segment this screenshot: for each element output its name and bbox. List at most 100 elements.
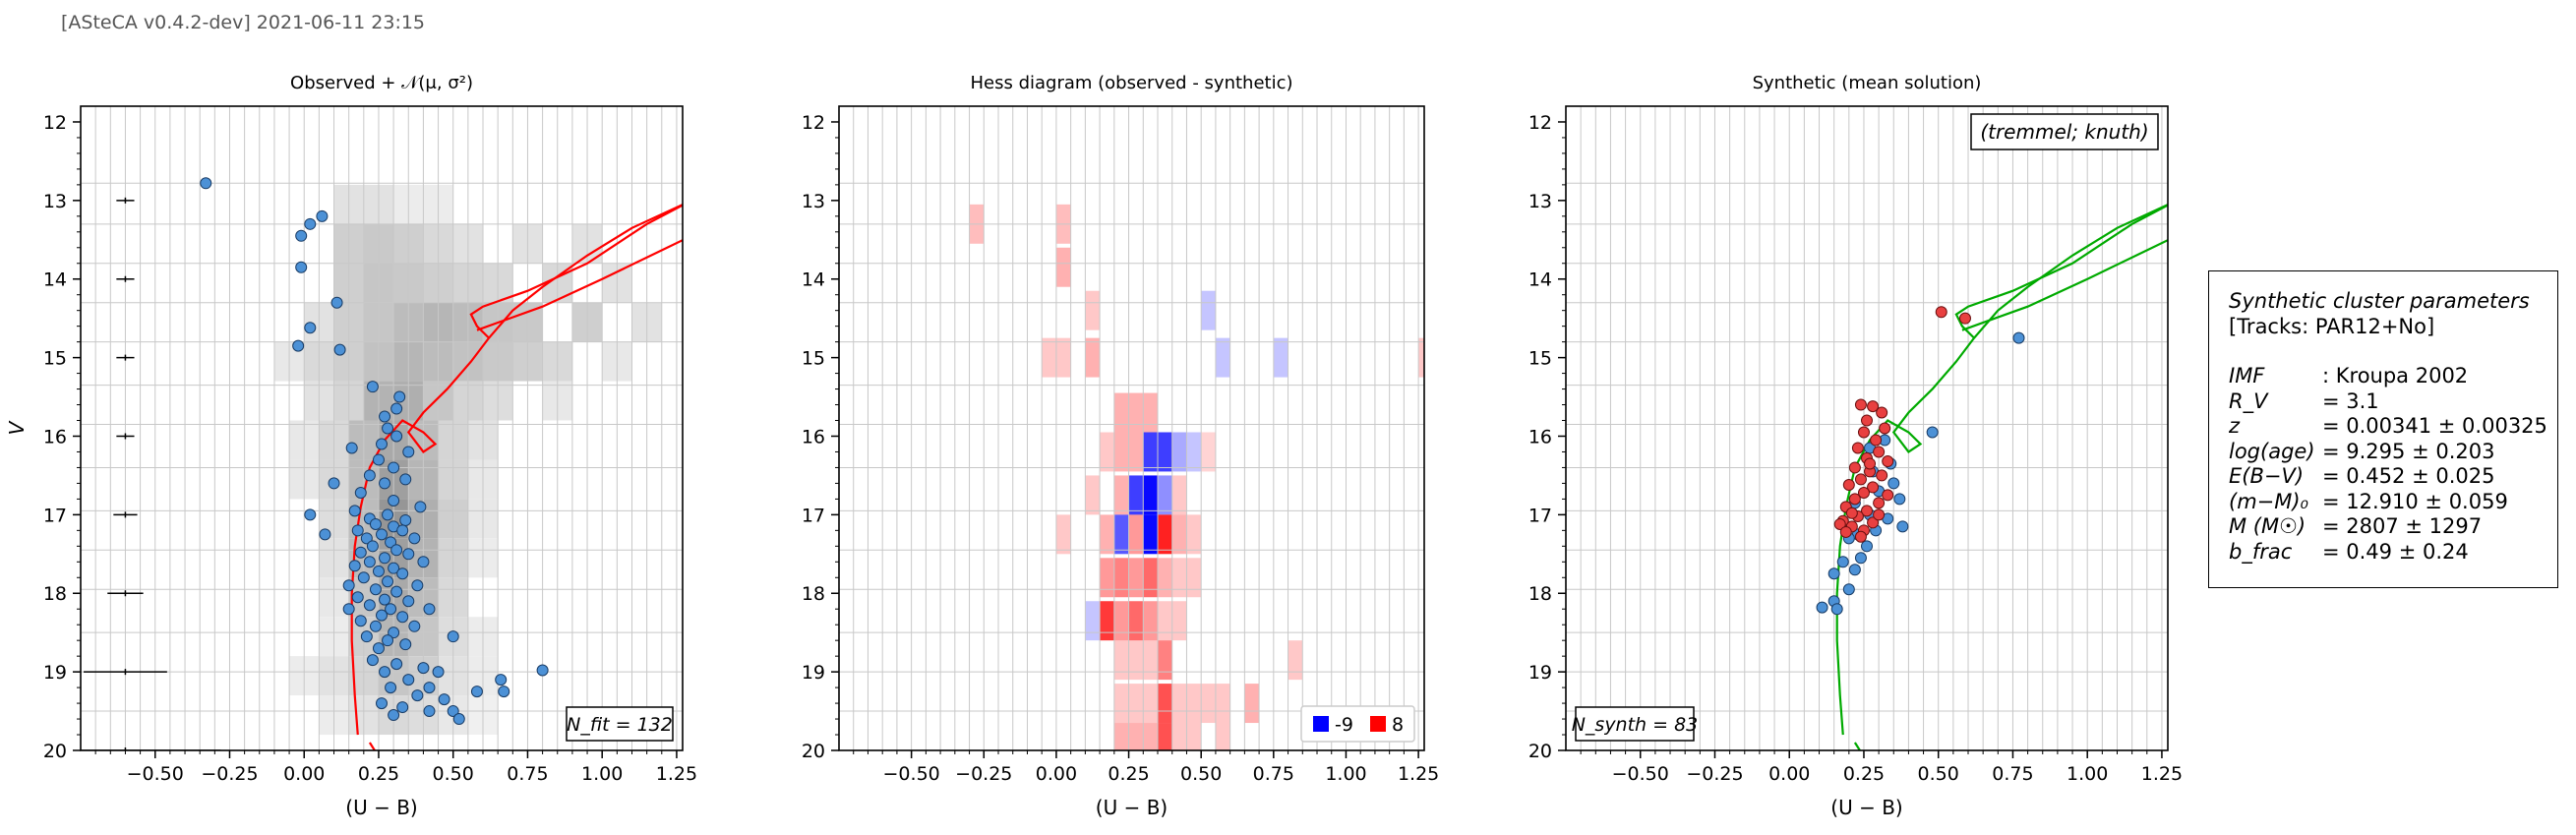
synthetic-binary-point (1861, 505, 1873, 517)
data-point (382, 508, 394, 521)
x-tick-label: 1.00 (581, 763, 623, 785)
param-key: b_frac (2229, 539, 2293, 564)
synthetic-binary-point (1861, 414, 1873, 427)
hess-cell (1186, 558, 1202, 598)
x-tick-label: 0.50 (433, 763, 474, 785)
data-point (390, 658, 403, 671)
data-point (390, 402, 403, 415)
data-point (399, 473, 412, 486)
annotation-box (566, 706, 674, 742)
data-point (319, 528, 331, 541)
synthetic-binary-point (1848, 493, 1861, 506)
x-tick-label: −0.50 (127, 763, 184, 785)
param-row: E(B−V) = 0.452 ± 0.025 (2229, 464, 2557, 490)
param-row: (m−M)₀ = 12.910 ± 0.059 (2229, 490, 2557, 515)
param-value: = 9.295 ± 0.203 (2322, 439, 2495, 463)
hess-cell (1201, 432, 1216, 472)
isochrone-line (1835, 203, 2168, 736)
synthetic-binary-point (1867, 481, 1880, 494)
x-tick-label: 0.25 (1108, 763, 1149, 785)
data-point (452, 713, 465, 726)
data-point (354, 546, 367, 559)
param-value: = 2807 ± 1297 (2322, 514, 2483, 538)
x-tick-label: 1.00 (2067, 763, 2108, 785)
y-tick-label: 20 (1528, 741, 1552, 762)
hess-cell (1171, 684, 1187, 724)
data-point (411, 689, 424, 702)
y-tick-label: 17 (1528, 505, 1552, 526)
legend-swatch (1313, 716, 1329, 732)
data-point (399, 513, 412, 526)
y-tick-label: 20 (802, 741, 825, 762)
data-point (388, 626, 400, 639)
x-tick-label: 0.75 (1253, 763, 1294, 785)
data-point (316, 209, 329, 222)
param-value: = 0.452 ± 0.025 (2322, 464, 2495, 488)
hess-cell (1143, 392, 1159, 433)
plot-area (81, 106, 683, 750)
data-point (333, 343, 346, 356)
data-point (372, 565, 385, 577)
hess-cell (1055, 247, 1071, 287)
data-point (372, 642, 385, 655)
data-point (366, 654, 379, 667)
y-tick-label: 19 (43, 662, 67, 684)
hess-cell (1158, 684, 1172, 724)
panel-1 (73, 105, 684, 758)
data-point (495, 674, 508, 686)
x-tick-label: 0.50 (1180, 763, 1222, 785)
hess-cell (1113, 514, 1129, 555)
parameters-box: Synthetic cluster parameters [Tracks: PA… (2208, 270, 2558, 588)
hess-cell (1113, 640, 1129, 681)
panel-2 (831, 105, 1425, 758)
x-tick-label: 0.25 (358, 763, 399, 785)
data-point (351, 524, 364, 537)
x-tick-label: −0.25 (955, 763, 1012, 785)
synthetic-single-point (1854, 552, 1867, 565)
data-point (390, 544, 403, 557)
data-point (376, 438, 388, 450)
data-point (385, 603, 397, 616)
synthetic-single-point (1830, 603, 1843, 616)
synthetic-binary-point (1879, 422, 1891, 435)
hess-cell (1158, 514, 1172, 555)
data-point (295, 261, 308, 273)
hess-cell (1113, 475, 1129, 515)
synthetic-binary-point (1845, 507, 1858, 519)
data-point (396, 611, 409, 624)
data-point (417, 556, 430, 568)
data-point (388, 494, 400, 507)
x-tick-label: 1.25 (1398, 763, 1439, 785)
hess-cell (1143, 475, 1159, 515)
hess-cell (1273, 337, 1288, 378)
data-point (385, 536, 397, 549)
hess-cell (1128, 684, 1144, 724)
hess-cell (1113, 723, 1129, 750)
y-tick-label: 17 (802, 505, 825, 526)
data-point (376, 697, 388, 710)
data-point (379, 410, 391, 423)
synthetic-binary-point (1867, 400, 1880, 413)
hess-cell (1085, 290, 1101, 330)
data-point (369, 620, 382, 632)
x-tick-label: 0.25 (1843, 763, 1885, 785)
hess-cell (1113, 392, 1129, 433)
data-point (399, 638, 412, 651)
data-point (382, 422, 394, 435)
y-tick-label: 14 (43, 269, 67, 291)
data-point (304, 508, 317, 521)
annotation-text: N_synth = 83 (1572, 714, 1699, 736)
hess-cell (1085, 475, 1101, 515)
synthetic-binary-point (1873, 497, 1886, 509)
x-tick-label: 0.00 (283, 763, 325, 785)
hess-cell (1201, 290, 1216, 330)
data-point (396, 701, 409, 714)
hess-cell (1288, 640, 1303, 681)
hess-cell (1143, 514, 1159, 555)
x-tick-label: −0.50 (883, 763, 940, 785)
data-point (470, 686, 483, 698)
y-tick-label: 16 (43, 426, 67, 447)
hess-cell (1171, 475, 1187, 515)
synthetic-single-point (1842, 583, 1855, 596)
hess-cell (1128, 640, 1144, 681)
